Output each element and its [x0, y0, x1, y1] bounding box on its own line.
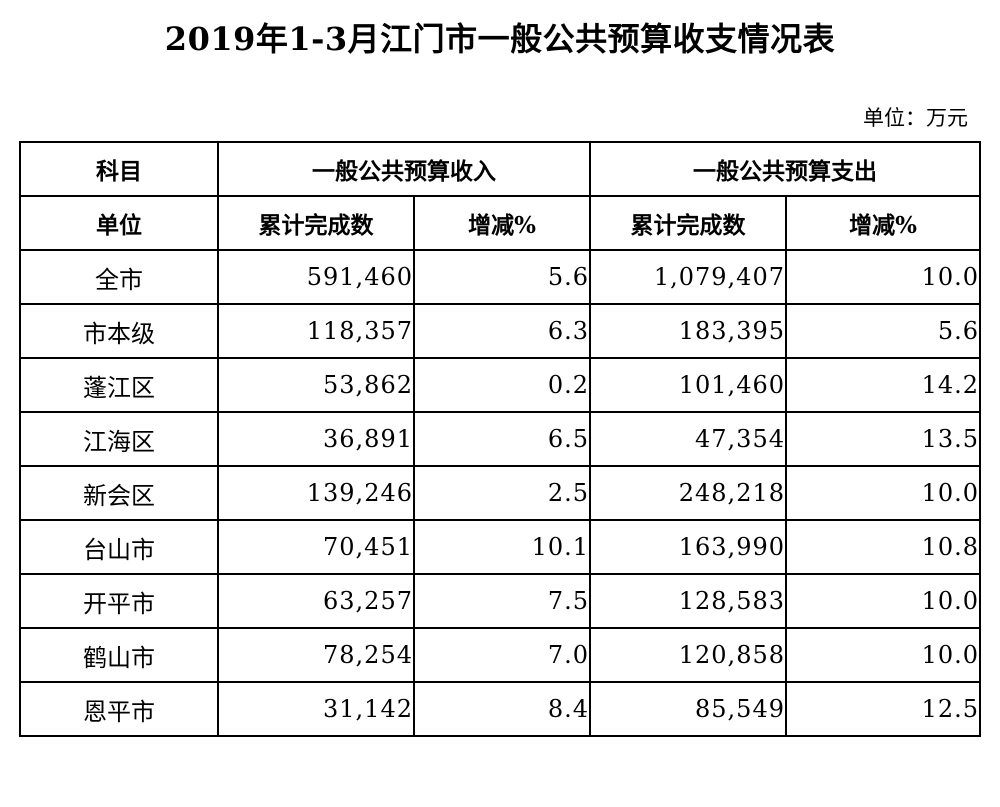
expense-change: 10.8: [785, 519, 981, 575]
region-name: 江海区: [19, 411, 219, 467]
header-income-cumulative: 累计完成数: [217, 195, 415, 251]
header-expense-change: 增减%: [785, 195, 981, 251]
expense-amount: 101,460: [589, 357, 787, 413]
table-row: 新会区 139,246 2.5 248,218 10.0: [19, 465, 981, 521]
expense-change: 13.5: [785, 411, 981, 467]
header-expense-cumulative: 累计完成数: [589, 195, 787, 251]
income-change: 5.6: [413, 249, 591, 305]
income-amount: 63,257: [217, 573, 415, 629]
unit-note: 单位：万元: [863, 106, 968, 130]
expense-amount: 47,354: [589, 411, 787, 467]
income-amount: 139,246: [217, 465, 415, 521]
header-row-columns: 单位 累计完成数 增减% 累计完成数 增减%: [19, 195, 981, 251]
header-subject: 科目: [19, 141, 219, 197]
expense-amount: 120,858: [589, 627, 787, 683]
expense-change: 10.0: [785, 249, 981, 305]
expense-change: 5.6: [785, 303, 981, 359]
income-amount: 70,451: [217, 519, 415, 575]
table-row: 开平市 63,257 7.5 128,583 10.0: [19, 573, 981, 629]
header-unit: 单位: [19, 195, 219, 251]
table-row: 市本级 118,357 6.3 183,395 5.6: [19, 303, 981, 359]
header-expense-group: 一般公共预算支出: [589, 141, 981, 197]
table-row: 恩平市 31,142 8.4 85,549 12.5: [19, 681, 981, 737]
region-name: 恩平市: [19, 681, 219, 737]
region-name: 鹤山市: [19, 627, 219, 683]
income-change: 7.0: [413, 627, 591, 683]
income-change: 0.2: [413, 357, 591, 413]
income-change: 7.5: [413, 573, 591, 629]
income-change: 2.5: [413, 465, 591, 521]
expense-amount: 163,990: [589, 519, 787, 575]
header-income-change: 增减%: [413, 195, 591, 251]
region-name: 蓬江区: [19, 357, 219, 413]
expense-amount: 183,395: [589, 303, 787, 359]
expense-amount: 1,079,407: [589, 249, 787, 305]
income-amount: 78,254: [217, 627, 415, 683]
table-row: 台山市 70,451 10.1 163,990 10.8: [19, 519, 981, 575]
income-change: 6.3: [413, 303, 591, 359]
region-name: 全市: [19, 249, 219, 305]
region-name: 台山市: [19, 519, 219, 575]
income-amount: 31,142: [217, 681, 415, 737]
expense-amount: 248,218: [589, 465, 787, 521]
expense-amount: 128,583: [589, 573, 787, 629]
table-body: 全市 591,460 5.6 1,079,407 10.0 市本级 118,35…: [19, 249, 981, 737]
income-change: 10.1: [413, 519, 591, 575]
expense-change: 10.0: [785, 465, 981, 521]
expense-change: 12.5: [785, 681, 981, 737]
table-header: 科目 一般公共预算收入 一般公共预算支出 单位 累计完成数 增减% 累计完成数 …: [19, 141, 981, 251]
table-row: 全市 591,460 5.6 1,079,407 10.0: [19, 249, 981, 305]
expense-change: 10.0: [785, 573, 981, 629]
income-change: 6.5: [413, 411, 591, 467]
income-amount: 591,460: [217, 249, 415, 305]
table-row: 鹤山市 78,254 7.0 120,858 10.0: [19, 627, 981, 683]
page-title: 2019年1-3月江门市一般公共预算收支情况表: [164, 20, 836, 58]
region-name: 新会区: [19, 465, 219, 521]
table-row: 江海区 36,891 6.5 47,354 13.5: [19, 411, 981, 467]
header-income-group: 一般公共预算收入: [217, 141, 591, 197]
expense-change: 14.2: [785, 357, 981, 413]
region-name: 开平市: [19, 573, 219, 629]
income-amount: 53,862: [217, 357, 415, 413]
income-change: 8.4: [413, 681, 591, 737]
region-name: 市本级: [19, 303, 219, 359]
expense-amount: 85,549: [589, 681, 787, 737]
income-amount: 118,357: [217, 303, 415, 359]
expense-change: 10.0: [785, 627, 981, 683]
header-row-groups: 科目 一般公共预算收入 一般公共预算支出: [19, 141, 981, 197]
table-row: 蓬江区 53,862 0.2 101,460 14.2: [19, 357, 981, 413]
budget-table: 科目 一般公共预算收入 一般公共预算支出 单位 累计完成数 增减% 累计完成数 …: [19, 141, 981, 737]
income-amount: 36,891: [217, 411, 415, 467]
